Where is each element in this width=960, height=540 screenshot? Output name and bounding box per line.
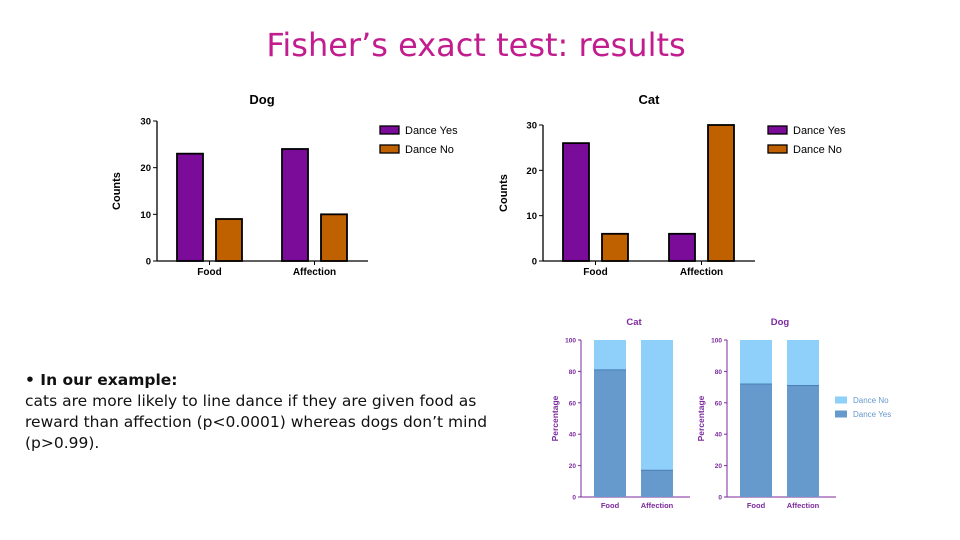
bar-dance-no-affection	[787, 340, 819, 386]
y-tick-label: 0	[718, 495, 722, 502]
legend-label: Dance Yes	[405, 125, 458, 137]
bar-dance-yes-food	[562, 142, 590, 262]
legend-swatch	[767, 125, 788, 135]
y-tick-label: 0	[146, 257, 151, 268]
bar-dance-no-affection	[320, 213, 348, 262]
y-tick-label: 80	[569, 369, 577, 376]
y-tick-label: 10	[526, 211, 537, 222]
y-tick-label: 30	[140, 117, 151, 128]
legend-swatch	[379, 144, 400, 154]
x-tick-label: Food	[747, 501, 766, 510]
y-tick-label: 20	[140, 163, 151, 174]
y-tick-label: 100	[565, 338, 576, 345]
x-tick-label: Food	[583, 267, 607, 278]
bar-dance-yes-affection	[281, 148, 309, 262]
bar-dance-yes-affection	[787, 385, 819, 497]
bar-dance-no-food	[594, 340, 626, 370]
y-tick-label: 20	[569, 463, 577, 470]
chart-title: Dog	[771, 317, 790, 328]
bullet-body: cats are more likely to line dance if th…	[25, 392, 488, 452]
x-tick-label: Affection	[641, 501, 674, 510]
legend-swatch	[835, 396, 847, 404]
legend-label: Dance Yes	[793, 125, 846, 137]
x-tick-label: Affection	[680, 267, 723, 278]
y-tick-label: 40	[569, 432, 577, 439]
chart-title: Dog	[249, 92, 274, 107]
bar-dance-no-food	[601, 232, 629, 262]
y-tick-label: 20	[526, 166, 537, 177]
legend-label: Dance No	[793, 144, 842, 156]
x-tick-label: Food	[601, 501, 620, 510]
y-axis-label: Counts	[498, 174, 510, 212]
chart-title: Cat	[639, 92, 661, 107]
y-axis-label: Counts	[111, 172, 123, 210]
legend-label: Dance No	[405, 144, 454, 156]
slide-title: Fisher’s exact test: results	[0, 26, 960, 64]
conclusion-text: • In our example: cats are more likely t…	[25, 370, 505, 454]
y-axis-label: Percentage	[696, 395, 706, 441]
y-tick-label: 30	[526, 121, 537, 132]
legend-swatch	[379, 125, 400, 135]
x-tick-label: Affection	[293, 267, 336, 278]
bullet-heading: • In our example:	[25, 371, 178, 389]
bar-dance-yes-affection	[641, 470, 673, 497]
bar-dance-no-affection	[641, 340, 673, 471]
x-tick-label: Affection	[787, 501, 820, 510]
legend-swatch	[835, 410, 847, 418]
y-tick-label: 100	[711, 338, 722, 345]
bar-dance-yes-food	[740, 383, 772, 497]
slide-title-text: Fisher’s exact test: results	[266, 26, 686, 64]
legend-label: Dance No	[853, 396, 889, 405]
x-tick-label: Food	[197, 267, 221, 278]
y-tick-label: 60	[569, 400, 577, 407]
bar-dance-no-affection	[707, 124, 735, 262]
bar-dance-yes-affection	[668, 232, 696, 262]
y-tick-label: 20	[715, 463, 723, 470]
legend-swatch	[767, 144, 788, 154]
y-tick-label: 10	[140, 210, 151, 221]
y-axis-label: Percentage	[550, 395, 560, 441]
y-tick-label: 60	[715, 400, 723, 407]
y-tick-label: 80	[715, 369, 723, 376]
bar-dance-yes-food	[594, 369, 626, 497]
bar-dance-no-food	[740, 340, 772, 384]
legend-label: Dance Yes	[853, 410, 891, 419]
chart-title: Cat	[626, 317, 642, 328]
y-tick-label: 0	[532, 257, 537, 268]
bar-dance-yes-food	[176, 152, 204, 262]
bar-dance-no-food	[215, 218, 243, 262]
y-tick-label: 40	[715, 432, 723, 439]
y-tick-label: 0	[572, 495, 576, 502]
